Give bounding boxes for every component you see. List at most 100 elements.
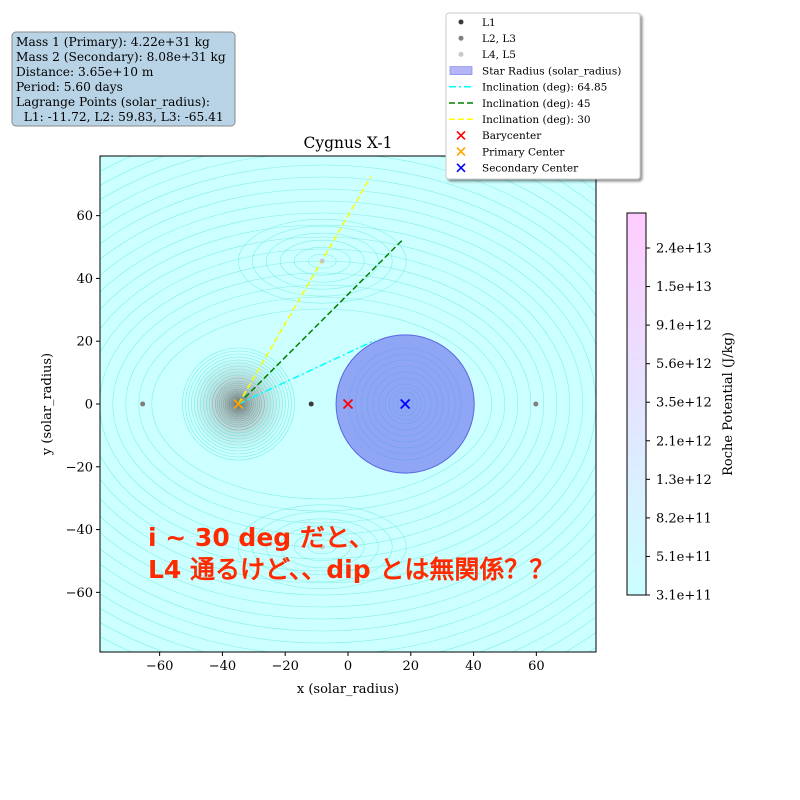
x-tick-label: 40 xyxy=(465,659,482,674)
colorbar-tick-label: 2.4e+13 xyxy=(656,242,712,257)
legend-entry: L4, L5 xyxy=(458,49,516,61)
marker-stroke xyxy=(233,398,244,410)
primary-contour-ring xyxy=(182,347,295,461)
legend-patch-swatch xyxy=(449,66,473,75)
legend-label: L4, L5 xyxy=(482,49,516,61)
legend-label: Star Radius (solar_radius) xyxy=(482,65,621,77)
y-tick-label: 60 xyxy=(76,209,93,224)
legend-label: L1 xyxy=(482,17,496,29)
outer-contour-ring xyxy=(112,272,532,536)
x-tick-label: 20 xyxy=(403,659,420,674)
colorbar-tick-label: 2.1e+12 xyxy=(656,434,712,449)
primary-contour-ring xyxy=(231,396,246,412)
lagrange-lobe-contour xyxy=(293,246,351,276)
legend-dot-swatch xyxy=(458,35,464,41)
inclination-line xyxy=(237,238,404,405)
lagrange-lobe-contour xyxy=(265,232,379,290)
annotation-line-1: i ~ 30 deg だと、 xyxy=(148,523,374,552)
y-tick-label: −20 xyxy=(66,460,93,475)
outer-contour-ring xyxy=(100,188,596,620)
outer-contour-ring xyxy=(100,200,596,608)
primary-contour-ring xyxy=(217,382,260,426)
x-tick-label: 0 xyxy=(344,659,352,674)
lagrange-lobe-contour xyxy=(251,511,393,583)
legend-entry: L2, L3 xyxy=(458,33,516,45)
lagrange-lobe-contour xyxy=(307,539,337,555)
primary-contour-ring xyxy=(194,359,283,449)
colorbar-gradient xyxy=(626,212,647,596)
lagrange-lobe-contour xyxy=(237,218,407,304)
primary-contour-ring xyxy=(212,377,265,431)
info-line-mass1: Mass 1 (Primary): 4.22e+31 kg xyxy=(16,35,210,49)
legend-label: L2, L3 xyxy=(482,33,516,45)
x-tick-label: −20 xyxy=(271,659,298,674)
primary-contour-ring xyxy=(191,356,286,452)
primary-contour-ring xyxy=(225,390,252,418)
x-tick-label: −60 xyxy=(146,659,173,674)
lagrange-lobe-contour xyxy=(279,525,365,569)
info-line-distance: Distance: 3.65e+10 m xyxy=(16,65,154,79)
primary-contour-ring xyxy=(209,374,268,434)
primary-contour-ring xyxy=(227,392,250,416)
y-tick-label: 0 xyxy=(85,398,93,413)
colorbar-tick-label: 5.6e+12 xyxy=(656,357,712,372)
annotation-line-2: L4 通るけど、、dip とは無関係？？ xyxy=(148,555,554,584)
y-tick-label: −40 xyxy=(66,523,93,538)
primary-contour-ring xyxy=(221,386,256,422)
primary-contour-ring xyxy=(233,398,244,410)
inclination-line xyxy=(238,339,376,405)
colorbar-tick-label: 8.2e+11 xyxy=(656,511,712,526)
lagrange-lobe-contour xyxy=(279,239,365,283)
legend-label: Barycenter xyxy=(482,130,542,142)
outer-contour-ring xyxy=(100,176,596,632)
primary-contour-ring xyxy=(215,380,262,428)
x-tick-label: 60 xyxy=(528,659,545,674)
colorbar-label: Roche Potential (J/kg) xyxy=(721,332,736,476)
info-line-period: Period: 5.60 days xyxy=(16,80,123,94)
marker-stroke xyxy=(399,398,411,410)
chart-title: Cygnus X-1 xyxy=(304,134,393,152)
colorbar: 2.4e+13 1.5e+13 9.1e+12 5.6e+12 3.5e+12 2.1e+… xyxy=(626,212,736,604)
colorbar-tick-label: 3.1e+11 xyxy=(656,589,712,604)
legend-x-swatch xyxy=(456,147,466,157)
lagrange-lobe-contour xyxy=(293,532,351,562)
legend-label: Inclination (deg): 64.85 xyxy=(482,82,607,94)
legend-entry: Star Radius (solar_radius) xyxy=(449,65,621,77)
colorbar-tick-label: 5.1e+11 xyxy=(656,550,712,565)
outer-contour-ring xyxy=(100,224,584,584)
y-tick-label: −60 xyxy=(66,586,93,601)
primary-contour-ring xyxy=(185,350,292,458)
lagrange-lobe-contour xyxy=(251,225,393,297)
info-line-mass2: Mass 2 (Secondary): 8.08e+31 kg xyxy=(16,50,226,64)
legend-entry: Secondary Center xyxy=(456,163,579,175)
lagrange-point-l4-l5 xyxy=(319,258,325,264)
lagrange-point-l2-l3 xyxy=(533,401,539,407)
primary-center-marker xyxy=(233,398,244,410)
secondary-center-marker xyxy=(399,398,411,410)
info-line-lagrange-title: Lagrange Points (solar_radius): xyxy=(16,95,210,109)
info-line-lagrange-values: L1: -11.72, L2: 59.83, L3: -65.41 xyxy=(16,110,224,124)
lagrange-lobe-contour xyxy=(265,518,379,576)
y-tick-label: 40 xyxy=(76,272,93,287)
lagrange-point-l4-l5 xyxy=(319,544,325,550)
legend-dot-swatch xyxy=(458,51,464,57)
outer-contour-ring xyxy=(100,164,596,644)
marker-stroke xyxy=(342,398,354,410)
legend-label: Inclination (deg): 30 xyxy=(482,114,591,126)
data-layer xyxy=(140,176,539,550)
legend-label: Primary Center xyxy=(482,146,565,158)
y-axis-label: y (solar_radius) xyxy=(40,353,55,456)
colorbar-tick-label: 3.5e+12 xyxy=(656,396,712,411)
outer-contour-ring xyxy=(125,284,519,524)
primary-contour-ring xyxy=(219,384,258,424)
legend-entry: Inclination (deg): 45 xyxy=(449,98,591,110)
legend-label: Inclination (deg): 45 xyxy=(482,98,591,110)
legend-entry: Inclination (deg): 64.85 xyxy=(449,82,607,94)
primary-contour-ring xyxy=(223,388,254,420)
legend-x-swatch xyxy=(456,130,466,140)
primary-contour-ring xyxy=(235,400,242,408)
primary-contour-ring xyxy=(188,353,289,455)
legend-entry: Primary Center xyxy=(456,146,565,158)
legend-frame xyxy=(445,12,641,180)
